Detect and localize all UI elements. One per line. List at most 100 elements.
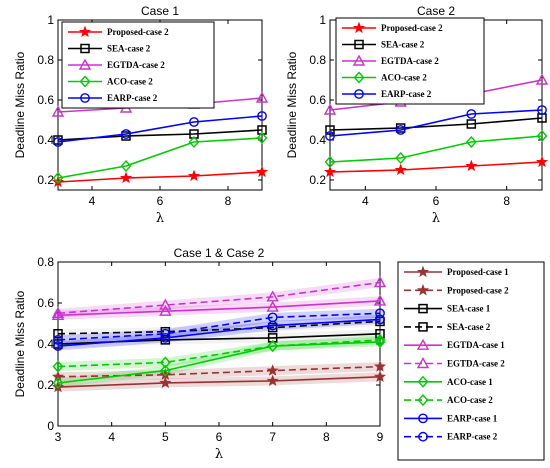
chart1-series-4-point bbox=[257, 111, 267, 121]
chart3-x-axis-label: λ bbox=[215, 447, 223, 462]
chart2-series-3-point bbox=[324, 155, 336, 169]
chart3-series-1-point bbox=[51, 370, 65, 382]
chart3-series-9-point bbox=[160, 328, 171, 339]
chart3-ytick-label: 0 bbox=[47, 419, 54, 433]
chart3-legend-marker-4 bbox=[416, 338, 430, 350]
chart3-legend-marker-2 bbox=[418, 303, 428, 314]
chart3-series-5-point bbox=[373, 276, 387, 288]
chart3-legend-marker-1 bbox=[416, 283, 430, 296]
chart1-ytick-label: 0.6 bbox=[37, 93, 54, 107]
chart3-series-line-3 bbox=[57, 320, 381, 335]
chart1-series-line-4 bbox=[57, 115, 263, 143]
chart1-ytick-label: 0.8 bbox=[37, 53, 54, 67]
chart3-xtick-label: 9 bbox=[377, 430, 384, 444]
chart3-xtick-label: 3 bbox=[55, 430, 62, 444]
chart1-legend-label-0: Proposed-case 2 bbox=[107, 27, 169, 37]
chart3-legend-label-3: SEA-case 2 bbox=[447, 322, 491, 332]
chart3-ytick-label: 0.4 bbox=[37, 337, 54, 351]
chart1-series-4-point bbox=[189, 117, 199, 127]
chart3-series-line-1 bbox=[57, 365, 381, 378]
chart2-series-2-point bbox=[323, 103, 337, 115]
chart2-ytick-label: 1 bbox=[319, 13, 326, 27]
chart1-y-axis-label: Deadline Miss Ratio bbox=[13, 51, 27, 158]
chart3-xtick-label: 4 bbox=[108, 430, 115, 444]
chart1-series-line-3 bbox=[57, 137, 263, 179]
chart3-series-7-point bbox=[52, 360, 64, 373]
chart3-series-0-point bbox=[159, 376, 172, 389]
chart3-series-line-4 bbox=[57, 300, 381, 317]
chart3-series-8-point bbox=[53, 341, 63, 351]
chart1-series-0-point bbox=[51, 175, 65, 188]
chart3-legend-label-2: SEA-case 1 bbox=[447, 304, 491, 314]
chart3-legend-marker-5 bbox=[416, 357, 430, 369]
chart1-legend-label-4: EARP-case 2 bbox=[107, 93, 158, 103]
chart2-ytick-label: 0.4 bbox=[309, 133, 326, 147]
chart3-series-0-point bbox=[51, 380, 65, 393]
chart3-series-5-point bbox=[51, 306, 65, 318]
chart2-title: Case 2 bbox=[417, 4, 455, 18]
chart1-series-2-point bbox=[255, 91, 269, 103]
chart3-series-0-point bbox=[266, 374, 279, 387]
chart2-y-axis-label: Deadline Miss Ratio bbox=[285, 51, 299, 158]
chart1-legend-label-3: ACO-case 2 bbox=[107, 77, 153, 87]
chart3-series-4-point bbox=[266, 300, 279, 312]
chart3-series-5-point bbox=[266, 290, 279, 302]
chart2-series-0-point bbox=[535, 155, 549, 168]
chart1-title: Case 1 bbox=[141, 4, 179, 18]
chart3-ytick-label: 0.2 bbox=[37, 378, 54, 392]
chart1-series-3-point bbox=[52, 171, 64, 185]
chart2-series-4-point bbox=[395, 125, 406, 135]
chart3-ytick-label: 0.6 bbox=[37, 296, 54, 310]
chart3-legend-label-8: EARP-case 1 bbox=[447, 413, 498, 423]
chart3-series-4-point bbox=[159, 304, 172, 316]
chart3-series-line-8 bbox=[57, 318, 381, 347]
chart3-legend-marker-0 bbox=[416, 265, 430, 278]
chart1-legend-marker-4 bbox=[80, 93, 90, 103]
chart3-series-6-point bbox=[159, 364, 171, 377]
chart2-series-0-point bbox=[394, 163, 407, 176]
chart2-series-1-point bbox=[466, 119, 477, 129]
chart3-legend-marker-9 bbox=[418, 431, 428, 442]
chart2-x-axis-label: λ bbox=[432, 211, 440, 226]
chart2-legend-label-0: Proposed-case 2 bbox=[381, 23, 443, 33]
chart2-xtick-label: 4 bbox=[362, 194, 369, 208]
chart3-legend-marker-3 bbox=[418, 322, 428, 332]
chart3-legend-marker-6 bbox=[417, 375, 429, 388]
chart3-series-8-point bbox=[375, 314, 385, 325]
chart2-xtick-label: 8 bbox=[503, 194, 510, 208]
chart1-legend-label-1: SEA-case 2 bbox=[107, 44, 151, 54]
chart1-legend-marker-3 bbox=[79, 75, 91, 88]
chart3-series-7-point bbox=[374, 333, 386, 346]
chart3-series-line-5 bbox=[57, 281, 381, 315]
chart3-series-7-point bbox=[159, 356, 171, 369]
chart3-title: Case 1 & Case 2 bbox=[174, 246, 265, 260]
chart3-legend-label-1: Proposed-case 2 bbox=[447, 285, 509, 295]
chart3-series-6-point bbox=[52, 376, 64, 389]
chart3-series-7-point bbox=[267, 340, 279, 353]
chart3-series-0-point bbox=[373, 370, 387, 382]
chart3-xtick-label: 8 bbox=[323, 430, 330, 444]
chart3-series-1-point bbox=[373, 360, 387, 372]
chart1-series-3-point bbox=[256, 131, 268, 145]
chart3-legend-label-5: EGTDA-case 2 bbox=[447, 359, 505, 369]
chart2-legend-marker-2 bbox=[352, 54, 366, 66]
chart1-x-axis-label: λ bbox=[156, 211, 164, 226]
chart2-series-0-point bbox=[465, 159, 478, 172]
chart3-legend-label-4: EGTDA-case 1 bbox=[447, 340, 505, 350]
chart2-ytick-label: 0.2 bbox=[309, 173, 326, 187]
chart1-xtick-label: 4 bbox=[89, 194, 96, 208]
chart1-legend-marker-0 bbox=[78, 25, 92, 38]
chart2-series-2-point bbox=[535, 73, 549, 85]
chart3-legend-label-9: EARP-case 2 bbox=[447, 432, 498, 442]
chart1-series-0-point bbox=[187, 169, 201, 182]
chart3-series-4-point bbox=[373, 294, 387, 306]
chart3-series-9-point bbox=[53, 334, 63, 345]
chart2-series-4-point bbox=[325, 131, 335, 141]
chart1-series-3-point bbox=[120, 159, 132, 173]
chart3-series-3-point bbox=[53, 329, 63, 339]
chart2-series-3-point bbox=[465, 135, 477, 149]
chart2-series-1-point bbox=[325, 125, 335, 135]
chart2-legend-marker-3 bbox=[353, 71, 365, 84]
chart2-xtick-label: 6 bbox=[433, 194, 440, 208]
chart3-series-line-6 bbox=[57, 341, 381, 384]
